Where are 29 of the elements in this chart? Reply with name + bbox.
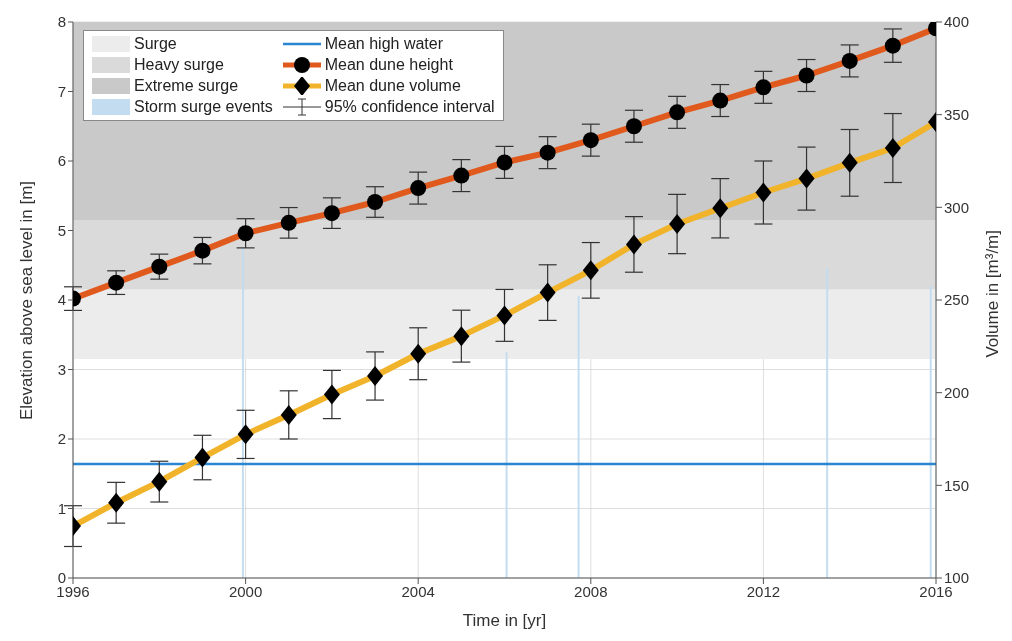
y2-tick-label: 150 <box>944 476 970 494</box>
y-tick-label: 6 <box>57 152 66 170</box>
y2-axis-title: Volume in [m³/m] <box>983 230 1003 358</box>
x-tick-label: 2008 <box>574 582 608 600</box>
legend-label: Storm surge events <box>134 98 273 116</box>
y-tick-label: 7 <box>57 82 66 100</box>
legend-label: Heavy surge <box>134 56 224 74</box>
y-tick-label: 1 <box>57 499 66 517</box>
y-tick-label: 4 <box>57 291 66 309</box>
x-tick-label: 2004 <box>401 582 435 600</box>
y2-tick-label: 350 <box>944 105 970 123</box>
y2-tick-label: 400 <box>944 13 970 31</box>
y-axis-title: Elevation above sea level in [m] <box>17 180 37 420</box>
y-tick-label: 2 <box>57 430 66 448</box>
y-tick-label: 5 <box>57 221 66 239</box>
legend-label: Mean high water <box>324 35 444 53</box>
y-tick-label: 8 <box>57 13 66 31</box>
x-axis-title: Time in [yr] <box>462 611 547 630</box>
x-tick-label: 2000 <box>228 582 263 600</box>
y2-tick-label: 200 <box>944 383 970 401</box>
y2-tick-label: 250 <box>944 291 970 309</box>
band-label: Extreme surge <box>134 77 239 95</box>
x-tick-label: 2012 <box>746 582 781 600</box>
annotation: 95% confidence interval <box>324 98 495 116</box>
legend-label: Mean dune volume <box>324 77 461 95</box>
y-tick-label: 3 <box>57 360 66 378</box>
legend-label: Mean dune height <box>324 56 453 74</box>
legend-label: Surge <box>134 35 177 53</box>
y2-tick-label: 300 <box>944 198 970 216</box>
